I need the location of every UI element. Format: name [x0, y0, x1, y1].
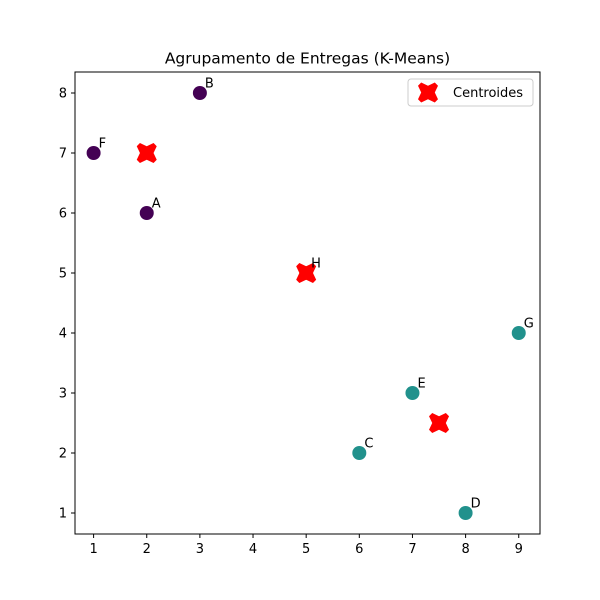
point-label-f: F: [99, 137, 106, 152]
point-label-e: E: [417, 377, 425, 392]
y-tick-label-5: 5: [59, 267, 67, 282]
data-point-d: [458, 506, 473, 520]
data-point-c: [352, 446, 367, 460]
centroid-marker-3: [429, 413, 450, 433]
point-label-c: C: [364, 437, 373, 452]
data-point-f: [86, 146, 101, 160]
x-tick-label-9: 9: [515, 542, 523, 557]
y-tick-label-1: 1: [59, 507, 67, 522]
x-tick-label-7: 7: [408, 542, 416, 557]
chart-title: Agrupamento de Entregas (K-Means): [165, 50, 450, 68]
point-label-g: G: [524, 317, 534, 332]
x-tick-label-3: 3: [196, 542, 204, 557]
axes-frame: [74, 71, 541, 535]
data-point-g: [511, 326, 526, 340]
y-tick-label-7: 7: [59, 147, 67, 162]
y-tick-label-8: 8: [59, 87, 67, 102]
point-label-a: A: [152, 197, 161, 212]
data-point-a: [139, 206, 154, 220]
x-tick-label-1: 1: [89, 542, 97, 557]
legend: Centroides: [407, 78, 534, 107]
point-label-d: D: [471, 497, 481, 512]
data-point-e: [405, 386, 420, 400]
y-tick-label-6: 6: [59, 207, 67, 222]
point-label-h: H: [311, 257, 321, 272]
x-tick-label-4: 4: [249, 542, 257, 557]
x-tick-label-8: 8: [461, 542, 469, 557]
legend-centroid-marker: [418, 82, 438, 103]
y-tick-label-3: 3: [59, 387, 67, 402]
point-label-b: B: [205, 77, 214, 92]
data-point-b: [192, 86, 207, 100]
x-tick-label-2: 2: [143, 542, 151, 557]
y-tick-label-4: 4: [59, 327, 67, 342]
centroid-marker-2: [296, 263, 317, 283]
legend-box: [407, 78, 534, 107]
x-tick-label-6: 6: [355, 542, 363, 557]
plot-layer: 1 2 3 4 5 6 7 8 9 1 2 3 4 5 6 7 8 A B C D E F G H: [59, 77, 534, 558]
centroid-marker-1: [136, 143, 157, 163]
y-tick-label-2: 2: [59, 447, 67, 462]
x-tick-label-5: 5: [302, 542, 310, 557]
legend-label-centroides: Centroides: [453, 86, 523, 101]
